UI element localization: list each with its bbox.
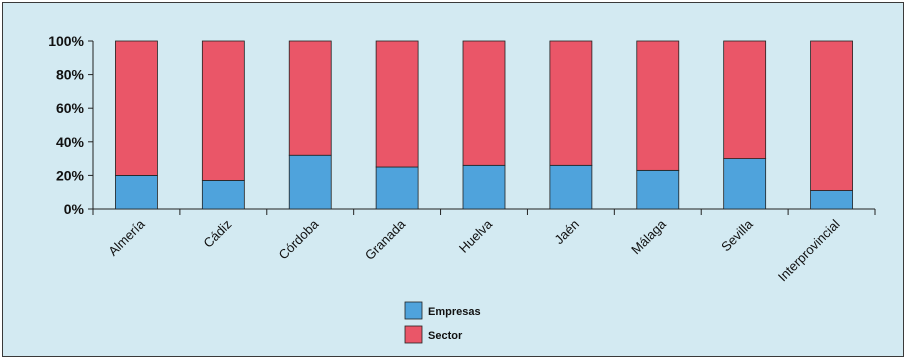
x-category-label: Córdoba [275,216,321,262]
bar-empresas-0 [115,174,158,210]
x-category-label: Jaén [551,217,582,248]
chart-frame: 0% 20% 40% 60% 80% 100% Almería Cádiz Córdoba Gr… [2,2,904,357]
y-tick-label: 40% [56,134,85,150]
x-category-label: Málaga [628,216,669,257]
bar-sector-7 [723,40,767,159]
x-category-label: Huelva [456,216,496,256]
bar-empresas-5 [549,164,593,210]
x-category-label: Cádiz [200,217,234,251]
bar-empresas-2 [288,154,332,210]
bar-sector-2 [288,40,332,156]
bar-empresas-6 [636,169,680,210]
y-tick-label: 60% [56,100,85,116]
y-tick-label: 0% [64,201,85,217]
bar-empresas-4 [462,164,506,210]
legend-swatch-empresas [404,301,423,320]
y-tick-label: 80% [56,67,85,83]
x-category-label: Interprovincial [775,216,843,284]
bar-empresas-8 [810,190,853,210]
category-labels: Almería Cádiz Córdoba Granada Huelva Jaén Mála… [105,216,842,284]
y-axis: 0% 20% 40% 60% 80% 100% [48,33,94,217]
x-category-label: Sevilla [718,216,756,254]
bar-sector-0 [115,40,158,176]
x-axis [92,208,876,215]
legend-swatch-sector [404,325,423,344]
bar-empresas-3 [375,166,419,210]
bar-sector-3 [375,40,419,168]
legend: Empresas Sector [404,301,481,344]
bar-sector-4 [462,40,506,166]
bar-sector-6 [636,40,680,171]
bar-sector-1 [201,40,245,181]
stacked-bar-chart: 0% 20% 40% 60% 80% 100% Almería Cádiz Córdoba Gr… [48,33,876,344]
y-tick-label: 20% [56,167,85,183]
legend-label-sector: Sector [428,330,463,342]
x-category-label: Almería [105,216,148,259]
bar-sector-5 [549,40,593,166]
x-category-label: Granada [362,216,409,263]
bars [115,40,853,210]
y-tick-label: 100% [48,33,84,49]
bar-empresas-1 [201,180,245,210]
legend-label-empresas: Empresas [428,306,481,318]
bar-empresas-7 [723,158,767,210]
bar-sector-8 [810,40,853,191]
